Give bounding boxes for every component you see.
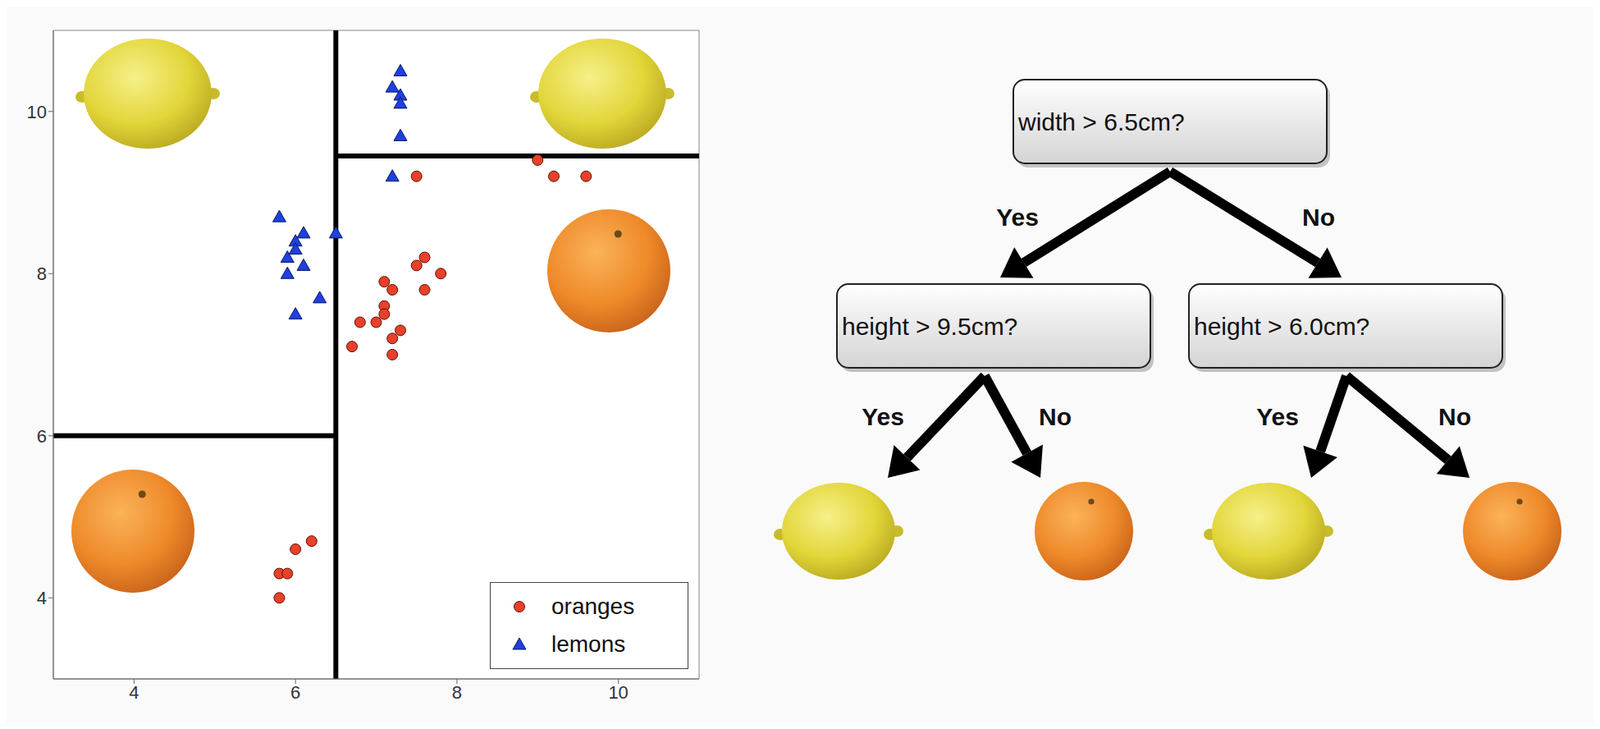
svg-text:Yes: Yes (861, 402, 905, 430)
svg-text:Yes: Yes (1256, 402, 1299, 430)
svg-text:4: 4 (128, 681, 139, 703)
svg-text:height > 6.0cm?: height > 6.0cm? (1193, 312, 1370, 340)
svg-text:4: 4 (36, 587, 47, 608)
svg-text:6: 6 (290, 681, 301, 703)
svg-text:width > 6.5cm?: width > 6.5cm? (1017, 108, 1185, 136)
svg-text:10: 10 (608, 681, 628, 703)
svg-text:No: No (1038, 402, 1072, 430)
svg-text:8: 8 (36, 263, 47, 284)
svg-text:8: 8 (452, 681, 462, 703)
svg-text:6: 6 (36, 425, 47, 447)
svg-text:Yes: Yes (996, 203, 1039, 231)
svg-text:10: 10 (27, 101, 47, 123)
svg-text:No: No (1438, 402, 1472, 430)
svg-text:No: No (1302, 203, 1335, 231)
html-text:oranges: oranges (551, 593, 635, 619)
svg-text:height > 9.5cm?: height > 9.5cm? (841, 312, 1018, 340)
html-text:lemons: lemons (551, 630, 626, 657)
